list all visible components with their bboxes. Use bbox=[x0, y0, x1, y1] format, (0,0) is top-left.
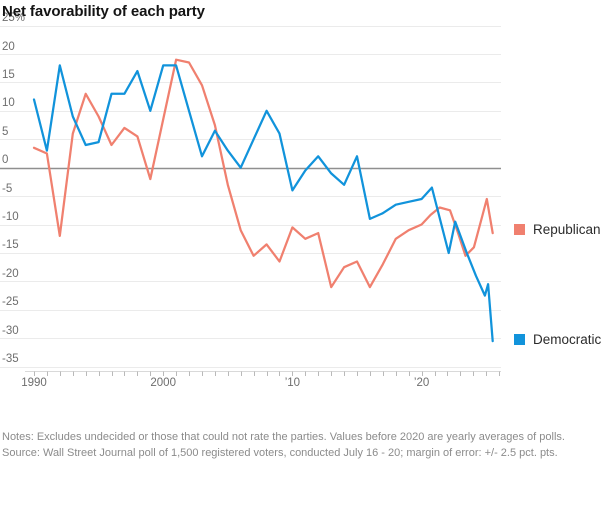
notes-text: Notes: Excludes undecided or those that … bbox=[2, 431, 565, 443]
y-axis-label--20: -20 bbox=[2, 267, 19, 280]
republican-swatch-icon bbox=[514, 224, 525, 235]
y-axis-label--35: -35 bbox=[2, 353, 19, 366]
y-axis-label-0: 0 bbox=[2, 154, 9, 167]
y-axis-label--5: -5 bbox=[2, 182, 13, 195]
y-axis-label--15: -15 bbox=[2, 239, 19, 252]
chart-title: Net favorability of each party bbox=[2, 3, 205, 20]
legend-label-democratic: Democratic bbox=[533, 332, 602, 347]
x-axis-label-2020: ’20 bbox=[413, 377, 430, 389]
y-axis-label-20: 20 bbox=[2, 40, 15, 53]
y-axis-label-10: 10 bbox=[2, 97, 15, 110]
legend-item-republican: Republican bbox=[514, 222, 601, 237]
y-axis-label--30: -30 bbox=[2, 324, 19, 337]
x-axis-label-1990: 1990 bbox=[21, 377, 47, 389]
chart-plot-area bbox=[0, 26, 501, 376]
republican-line bbox=[32, 58, 494, 289]
x-axis-label-2000: 2000 bbox=[150, 377, 176, 389]
y-axis-label-15: 15 bbox=[2, 68, 15, 81]
notes-and-source: Notes: Excludes undecided or those that … bbox=[2, 430, 612, 461]
y-axis-label-5: 5 bbox=[2, 125, 9, 138]
y-axis-label--10: -10 bbox=[2, 211, 19, 224]
democratic-line bbox=[32, 64, 494, 343]
y-axis-label-25: 25% bbox=[2, 12, 26, 25]
legend-item-democratic: Democratic bbox=[514, 332, 601, 347]
democratic-swatch-icon bbox=[514, 334, 525, 345]
legend-label-republican: Republican bbox=[533, 222, 601, 237]
source-text: Source: Wall Street Journal poll of 1,50… bbox=[2, 446, 558, 459]
x-axis-label-2010: ’10 bbox=[284, 377, 301, 389]
y-axis-label--25: -25 bbox=[2, 296, 19, 309]
